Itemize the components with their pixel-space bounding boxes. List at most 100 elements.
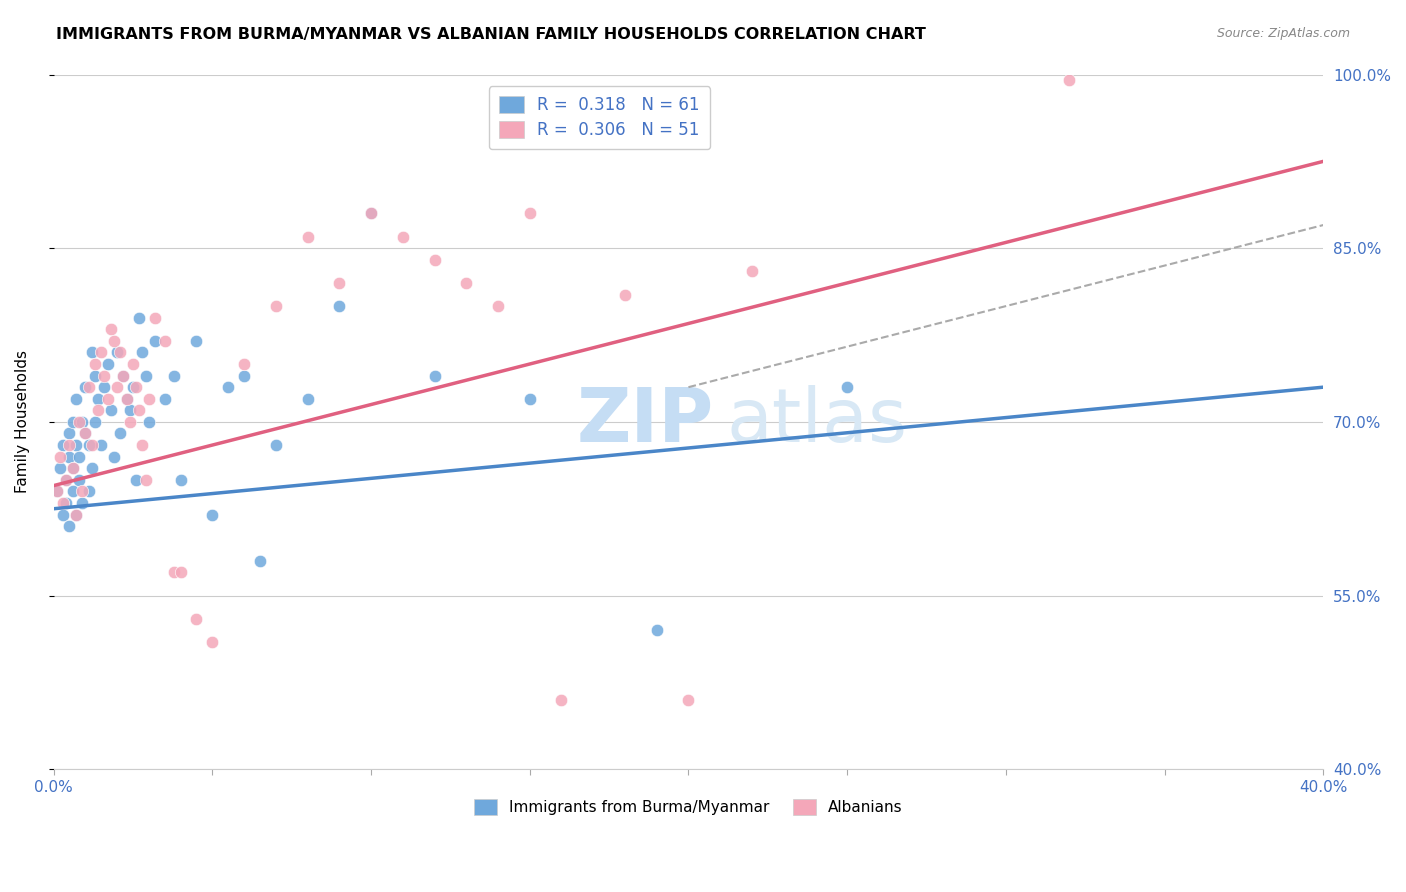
Point	[112, 368, 135, 383]
Point	[391, 229, 413, 244]
Point	[105, 380, 128, 394]
Point	[65, 508, 87, 522]
Point	[186, 612, 208, 626]
Text: Source: ZipAtlas.com: Source: ZipAtlas.com	[1216, 27, 1350, 40]
Point	[65, 438, 87, 452]
Point	[153, 392, 176, 406]
Point	[112, 368, 135, 383]
Point	[52, 496, 75, 510]
Point	[201, 635, 224, 649]
Point	[128, 403, 150, 417]
Point	[49, 461, 72, 475]
Point	[62, 484, 84, 499]
Point	[201, 508, 224, 522]
Point	[75, 426, 97, 441]
Point	[169, 473, 191, 487]
Point	[80, 438, 103, 452]
Point	[55, 473, 77, 487]
Point	[90, 345, 112, 359]
Point	[100, 403, 122, 417]
Point	[741, 264, 763, 278]
Point	[67, 450, 90, 464]
Point	[58, 450, 80, 464]
Point	[115, 392, 138, 406]
Point	[645, 624, 668, 638]
Point	[75, 426, 97, 441]
Point	[297, 229, 319, 244]
Point	[58, 438, 80, 452]
Point	[186, 334, 208, 348]
Point	[169, 566, 191, 580]
Point	[83, 415, 105, 429]
Point	[138, 392, 160, 406]
Point	[105, 345, 128, 359]
Point	[70, 484, 93, 499]
Point	[93, 368, 115, 383]
Legend: Immigrants from Burma/Myanmar, Albanians: Immigrants from Burma/Myanmar, Albanians	[465, 790, 911, 824]
Point	[100, 322, 122, 336]
Y-axis label: Family Households: Family Households	[15, 351, 30, 493]
Point	[52, 508, 75, 522]
Point	[65, 392, 87, 406]
Point	[55, 473, 77, 487]
Point	[249, 554, 271, 568]
Point	[77, 484, 100, 499]
Point	[97, 392, 120, 406]
Point	[122, 380, 145, 394]
Point	[678, 693, 700, 707]
Point	[97, 357, 120, 371]
Point	[67, 415, 90, 429]
Point	[80, 345, 103, 359]
Point	[360, 206, 382, 220]
Point	[62, 415, 84, 429]
Point	[153, 334, 176, 348]
Point	[103, 334, 125, 348]
Point	[103, 450, 125, 464]
Point	[77, 438, 100, 452]
Point	[77, 380, 100, 394]
Point	[143, 334, 166, 348]
Point	[135, 473, 157, 487]
Point	[456, 276, 478, 290]
Point	[125, 380, 148, 394]
Point	[115, 392, 138, 406]
Point	[62, 461, 84, 475]
Text: atlas: atlas	[727, 385, 907, 458]
Point	[128, 310, 150, 325]
Point	[90, 438, 112, 452]
Point	[297, 392, 319, 406]
Point	[163, 368, 186, 383]
Point	[87, 403, 110, 417]
Point	[423, 368, 446, 383]
Point	[519, 206, 541, 220]
Point	[58, 519, 80, 533]
Point	[519, 392, 541, 406]
Point	[163, 566, 186, 580]
Point	[110, 345, 132, 359]
Point	[118, 415, 141, 429]
Point	[328, 276, 350, 290]
Point	[110, 426, 132, 441]
Point	[613, 287, 636, 301]
Text: ZIP: ZIP	[576, 385, 714, 458]
Point	[45, 484, 67, 499]
Point	[87, 392, 110, 406]
Point	[83, 357, 105, 371]
Point	[486, 299, 509, 313]
Point	[93, 380, 115, 394]
Point	[423, 252, 446, 267]
Point	[328, 299, 350, 313]
Point	[550, 693, 572, 707]
Point	[49, 450, 72, 464]
Point	[67, 473, 90, 487]
Point	[360, 206, 382, 220]
Point	[83, 368, 105, 383]
Point	[70, 496, 93, 510]
Point	[55, 496, 77, 510]
Point	[122, 357, 145, 371]
Point	[131, 345, 153, 359]
Point	[65, 508, 87, 522]
Point	[58, 426, 80, 441]
Point	[131, 438, 153, 452]
Point	[138, 415, 160, 429]
